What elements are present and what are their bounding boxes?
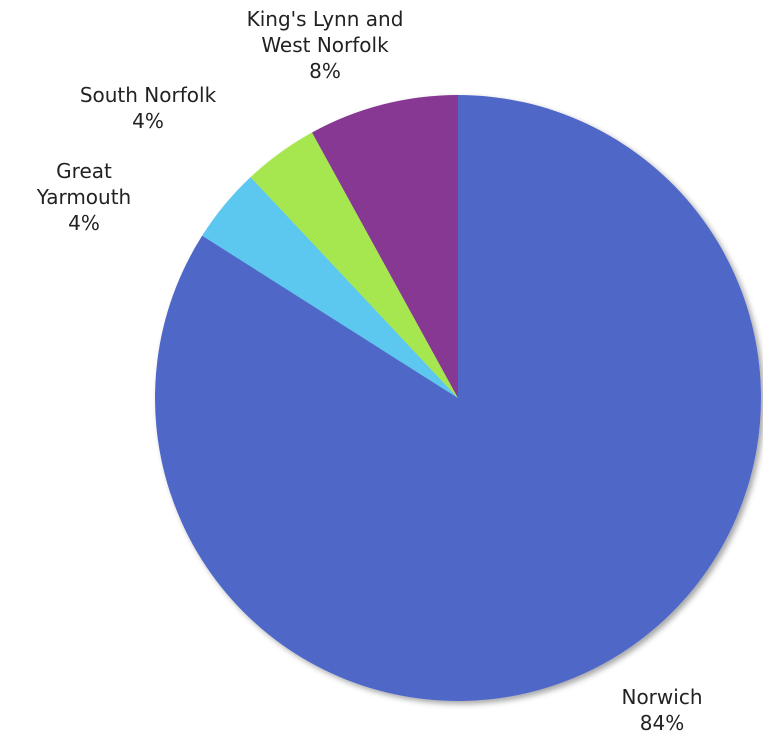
slice-label-line: King's Lynn and [247,7,404,31]
pie-slice-norwich [155,95,761,701]
slice-label-line: 8% [309,59,341,83]
slice-label-norwich: Norwich 84% [621,685,702,735]
pie-labels: Norwich 84%Great Yarmouth 4%South Norfolk 4%… [36,7,703,735]
slice-label-line: 4% [68,211,100,235]
slice-label-line: Yarmouth [36,185,132,209]
slice-label-king-s-lynn-and-west-norfolk: King's Lynn and West Norfolk 8% [247,7,404,83]
slice-label-line: Norwich [621,685,702,709]
slice-label-line: West Norfolk [261,33,389,57]
pie-slice-great-yarmouth [202,177,458,398]
slice-label-great-yarmouth: Great Yarmouth 4% [36,159,132,235]
slice-label-line: 84% [640,711,684,735]
pie-slices [155,95,761,701]
pie-slice-south-norfolk [250,132,458,399]
slice-label-line: South Norfolk [80,83,217,107]
slice-label-south-norfolk: South Norfolk 4% [80,83,217,133]
slice-label-line: Great [56,159,112,183]
pie-slice-king-s-lynn-and-west-norfolk [312,95,458,398]
slice-label-line: 4% [132,109,164,133]
